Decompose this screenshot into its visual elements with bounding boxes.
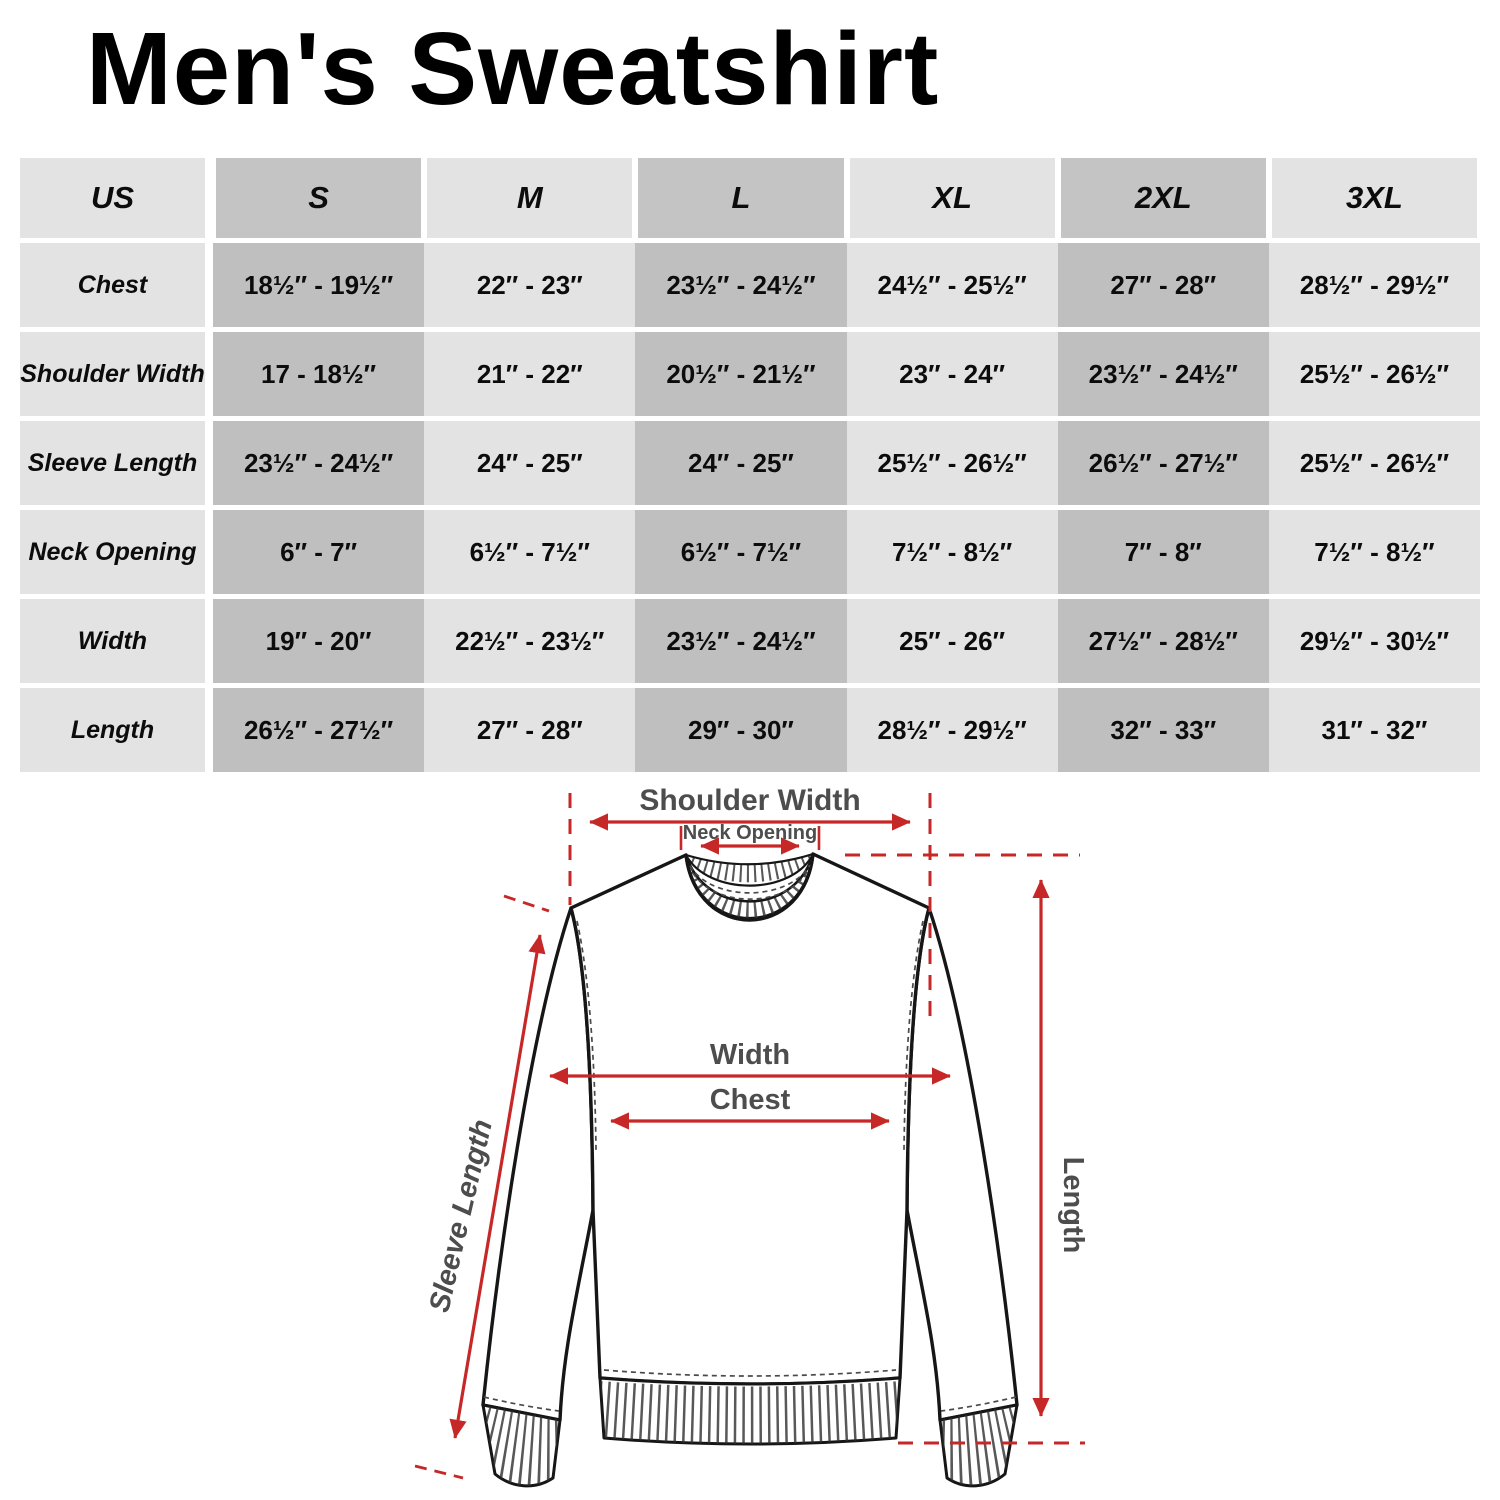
left-sleeve: [481, 906, 595, 1422]
right-sleeve: [905, 906, 1019, 1422]
size-value-cell: 24″ - 25″: [635, 421, 847, 505]
row-label: Neck Opening: [20, 510, 205, 594]
size-value-cell: 29″ - 30″: [635, 688, 847, 772]
size-value-cell: 27″ - 28″: [1057, 243, 1269, 327]
table-row-neck-opening: Neck Opening 6″ - 7″ 6½″ - 7½″ 6½″ - 7½″…: [20, 510, 1481, 594]
size-value-cell: 23½″ - 24½″: [635, 599, 847, 683]
table-row-length: Length 26½″ - 27½″ 27″ - 28″ 29″ - 30″ 2…: [20, 688, 1481, 772]
size-value-cell: 31″ - 32″: [1268, 688, 1481, 772]
row-label: Sleeve Length: [20, 421, 205, 505]
row-label: Width: [20, 599, 205, 683]
size-value-cell: 29½″ - 30½″: [1268, 599, 1481, 683]
page-title: Men's Sweatshirt: [86, 11, 940, 126]
shoulder-width-label: Shoulder Width: [639, 784, 860, 817]
size-value-cell: 25½″ - 26½″: [1268, 421, 1481, 505]
size-header-s: S: [213, 158, 425, 238]
body-outline: [569, 852, 931, 1386]
size-value-cell: 19″ - 20″: [213, 599, 425, 683]
length-label: Length: [1057, 1157, 1089, 1254]
header-cell-unit: US: [20, 158, 205, 238]
size-value-cell: 26½″ - 27½″: [213, 688, 425, 772]
size-value-cell: 21″ - 22″: [424, 332, 636, 416]
size-header-l: L: [635, 158, 847, 238]
sleeve-tick-bottom: [414, 1464, 464, 1480]
size-value-cell: 6½″ - 7½″: [635, 510, 847, 594]
size-value-cell: 18½″ - 19½″: [213, 243, 425, 327]
chest-label: Chest: [710, 1084, 791, 1116]
row-label: Shoulder Width: [20, 332, 205, 416]
size-header-3xl: 3XL: [1268, 158, 1481, 238]
size-value-cell: 27″ - 28″: [424, 688, 636, 772]
size-value-cell: 26½″ - 27½″: [1057, 421, 1269, 505]
row-label: Length: [20, 688, 205, 772]
size-value-cell: 23½″ - 24½″: [1057, 332, 1269, 416]
size-value-cell: 27½″ - 28½″: [1057, 599, 1269, 683]
table-row-sleeve-length: Sleeve Length 23½″ - 24½″ 24″ - 25″ 24″ …: [20, 421, 1481, 505]
neck-opening-label: Neck Opening: [683, 822, 817, 844]
size-header-xl: XL: [846, 158, 1058, 238]
size-value-cell: 25½″ - 26½″: [1268, 332, 1481, 416]
size-value-cell: 6½″ - 7½″: [424, 510, 636, 594]
size-value-cell: 23½″ - 24½″: [213, 421, 425, 505]
size-value-cell: 28½″ - 29½″: [1268, 243, 1481, 327]
sweatshirt-drawing: [481, 852, 1019, 1488]
size-value-cell: 28½″ - 29½″: [846, 688, 1058, 772]
sleeve-tick-top: [503, 894, 550, 913]
table-header-row: US S M L XL 2XL 3XL: [20, 158, 1481, 238]
size-value-cell: 6″ - 7″: [213, 510, 425, 594]
size-header-m: M: [424, 158, 636, 238]
table-row-chest: Chest 18½″ - 19½″ 22″ - 23″ 23½″ - 24½″ …: [20, 243, 1481, 327]
size-header-2xl: 2XL: [1057, 158, 1269, 238]
size-value-cell: 23″ - 24″: [846, 332, 1058, 416]
width-label: Width: [710, 1039, 790, 1071]
size-value-cell: 7½″ - 8½″: [846, 510, 1058, 594]
size-value-cell: 23½″ - 24½″: [635, 243, 847, 327]
size-value-cell: 32″ - 33″: [1057, 688, 1269, 772]
sleeve-length-label: Sleeve Length: [424, 1117, 499, 1316]
size-value-cell: 22½″ - 23½″: [424, 599, 636, 683]
size-value-cell: 22″ - 23″: [424, 243, 636, 327]
size-value-cell: 7″ - 8″: [1057, 510, 1269, 594]
ribbing-hatch: [483, 854, 1017, 1486]
sleeve-length-arrow: [449, 934, 546, 1439]
size-value-cell: 25″ - 26″: [846, 599, 1058, 683]
size-value-cell: 25½″ - 26½″: [846, 421, 1058, 505]
size-value-cell: 24″ - 25″: [424, 421, 636, 505]
size-value-cell: 20½″ - 21½″: [635, 332, 847, 416]
table-row-width: Width 19″ - 20″ 22½″ - 23½″ 23½″ - 24½″ …: [20, 599, 1481, 683]
table-row-shoulder-width: Shoulder Width 17 - 18½″ 21″ - 22″ 20½″ …: [20, 332, 1481, 416]
size-table: US S M L XL 2XL 3XL Chest 18½″ - 19½″ 22…: [20, 158, 1481, 777]
dimension-lines: [414, 793, 1085, 1480]
row-label: Chest: [20, 243, 205, 327]
size-value-cell: 24½″ - 25½″: [846, 243, 1058, 327]
size-value-cell: 17 - 18½″: [213, 332, 425, 416]
size-value-cell: 7½″ - 8½″: [1268, 510, 1481, 594]
